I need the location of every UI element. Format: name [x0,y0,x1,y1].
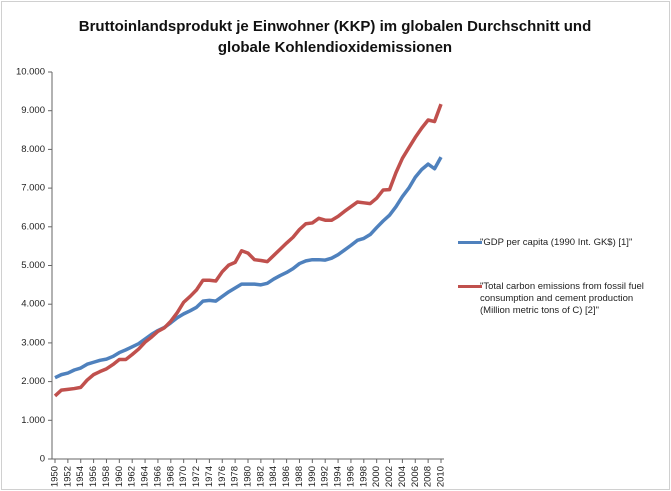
chart-title: Bruttoinlandsprodukt je Einwohner (KKP) … [78,18,592,56]
x-tick-label: 1978 [230,466,241,487]
x-tick-label: 1960 [114,466,125,487]
legend-entry: "Total carbon emissions from fossil fuel… [480,281,644,316]
legend-swatch [458,285,482,288]
x-tick-label: 1970 [178,466,189,487]
y-tick-label: 4.000 [21,299,45,310]
y-tick-label: 10.000 [16,67,45,78]
x-tick-label: 2004 [397,466,408,487]
x-tick-label: 1994 [333,466,344,487]
legend-entry: "GDP per capita (1990 Int. GK$) [1]" [480,237,633,248]
x-tick-label: 1990 [307,466,318,487]
x-tick-label: 1988 [294,466,305,487]
y-tick-label: 1.000 [21,415,45,426]
x-tick-label: 2006 [410,466,421,487]
x-tick-label: 1958 [101,466,112,487]
x-tick-label: 1956 [88,466,99,487]
legend-swatch [458,241,482,244]
y-tick-label: 8.000 [21,144,45,155]
series-line [54,156,443,380]
x-tick-label: 1974 [204,466,215,487]
x-tick-label: 2008 [423,466,434,487]
x-tick-label: 1954 [75,466,86,487]
x-tick-label: 1984 [268,466,279,487]
x-tick-label: 1992 [320,466,331,487]
y-tick-label: 2.000 [21,376,45,387]
y-tick-label: 0 [40,454,45,465]
x-tick-label: 1996 [345,466,356,487]
x-tick-label: 1952 [62,466,73,487]
x-tick-label: 1976 [217,466,228,487]
y-tick-label: 3.000 [21,337,45,348]
x-tick-label: 2002 [384,466,395,487]
x-tick-label: 2000 [371,466,382,487]
x-tick-label: 1980 [243,466,254,487]
x-tick-label: 1968 [165,466,176,487]
x-tick-label: 1966 [152,466,163,487]
x-tick-label: 1950 [50,466,61,487]
x-tick-label: 2010 [436,466,447,487]
series-line [53,103,443,398]
y-tick-label: 7.000 [21,183,45,194]
x-tick-label: 1986 [281,466,292,487]
y-tick-label: 5.000 [21,260,45,271]
y-tick-label: 9.000 [21,105,45,116]
x-tick-label: 1972 [191,466,202,487]
x-tick-label: 1998 [358,466,369,487]
y-tick-label: 6.000 [21,221,45,232]
x-tick-label: 1962 [127,466,138,487]
x-tick-label: 1982 [255,466,266,487]
x-tick-label: 1964 [140,466,151,487]
